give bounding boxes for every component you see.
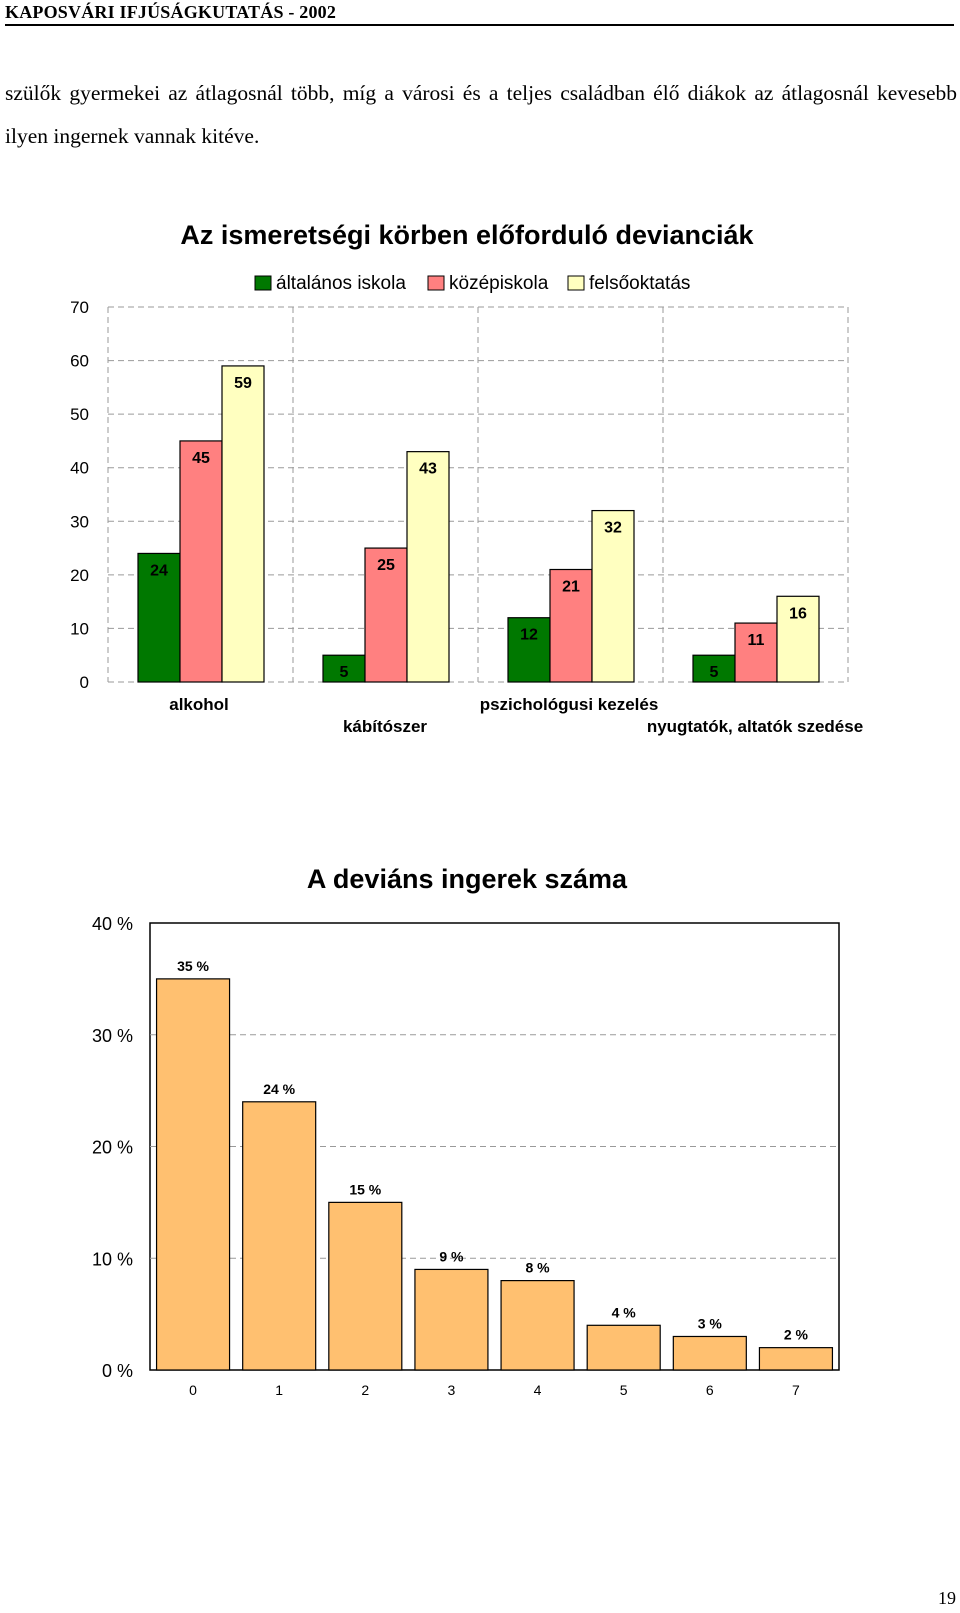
data-label: 2 % — [784, 1327, 809, 1343]
bar-group — [137, 365, 820, 683]
data-label: 11 — [748, 632, 765, 649]
x-tick-label: 3 — [448, 1382, 456, 1398]
bar — [406, 451, 450, 683]
y-axis: 0 % 10 % 20 % 30 % 40 % — [92, 914, 133, 1381]
data-label: 32 — [604, 520, 622, 537]
y-tick-label: 30 — [70, 512, 89, 531]
stimulus-count-chart: A deviáns ingerek száma 0 % 10 % 20 % 30 % 4… — [92, 864, 840, 1398]
bar — [500, 1280, 575, 1371]
bar — [221, 365, 265, 683]
data-label: 43 — [419, 461, 437, 478]
running-header: KAPOSVÁRI IFJÚSÁGKUTATÁS - 2002 — [5, 2, 337, 22]
x-tick-label: kábítószer — [343, 717, 427, 736]
data-label: 45 — [192, 450, 210, 467]
bar — [179, 440, 223, 683]
chart-title: A deviáns ingerek száma — [307, 864, 628, 894]
data-labels: 35 % 24 % 15 % 9 % 8 % 4 % 3 % 2 % — [177, 958, 808, 1343]
data-label: 24 % — [263, 1081, 295, 1097]
bar — [507, 617, 551, 683]
body-paragraph: szülők gyermekei az átlagosnál több, míg… — [5, 81, 957, 148]
data-label: 9 % — [439, 1248, 464, 1264]
x-tick-label: 5 — [620, 1382, 628, 1398]
bar — [155, 978, 231, 1371]
x-tick-label: nyugtatók, altatók szedése — [647, 717, 863, 736]
bar — [758, 1347, 834, 1371]
bar — [414, 1268, 489, 1371]
x-tick-label: 7 — [792, 1382, 800, 1398]
data-label: 59 — [234, 375, 252, 392]
data-label: 12 — [520, 627, 538, 644]
x-tick-label: 4 — [534, 1382, 542, 1398]
legend-label: általános iskola — [276, 273, 406, 294]
bar — [328, 1201, 403, 1371]
legend-label: felsőoktatás — [589, 273, 690, 294]
legend-label: középiskola — [449, 273, 549, 294]
bar — [549, 568, 593, 683]
y-tick-label: 50 — [70, 405, 89, 424]
x-tick-label: 6 — [706, 1382, 714, 1398]
y-tick-label: 20 % — [92, 1138, 133, 1158]
y-tick-label: 40 — [70, 459, 89, 478]
x-tick-label: pszichológusi kezelés — [480, 695, 659, 714]
bar — [734, 622, 778, 683]
bar — [692, 654, 736, 683]
x-axis: alkohol kábítószer pszichológusi kezelés ny… — [169, 695, 863, 736]
deviance-chart: Az ismeretségi körben előforduló devianc… — [70, 220, 863, 736]
legend-swatch — [427, 275, 445, 291]
data-label: 3 % — [698, 1315, 723, 1331]
bar — [364, 547, 408, 683]
bar — [776, 595, 820, 683]
chart-title: Az ismeretségi körben előforduló devianc… — [180, 220, 754, 250]
data-label: 35 % — [177, 958, 209, 974]
chart-legend: általános iskola középiskola felsőoktatás — [254, 273, 690, 294]
data-label: 5 — [710, 664, 719, 681]
data-label: 4 % — [612, 1304, 637, 1320]
y-tick-label: 30 % — [92, 1026, 133, 1046]
y-tick-label: 0 % — [102, 1361, 133, 1381]
y-tick-label: 70 — [70, 298, 89, 317]
y-tick-label: 0 — [80, 673, 89, 692]
header-rule — [5, 24, 954, 26]
data-labels: 24 45 59 5 25 43 12 21 32 5 11 16 — [150, 375, 807, 681]
bar — [591, 509, 635, 683]
bar — [672, 1335, 747, 1371]
y-axis: 0 10 20 30 40 50 60 70 — [70, 298, 89, 692]
y-tick-label: 10 — [70, 619, 89, 638]
data-label: 25 — [377, 557, 395, 574]
bar — [586, 1324, 661, 1371]
page-number: 19 — [938, 1588, 956, 1608]
y-tick-label: 60 — [70, 352, 89, 371]
y-tick-label: 20 — [70, 566, 89, 585]
bar-group — [155, 978, 834, 1371]
y-tick-label: 10 % — [92, 1249, 133, 1269]
legend-swatch — [567, 275, 585, 291]
bar — [137, 552, 181, 683]
data-label: 21 — [562, 579, 580, 596]
x-tick-label: 2 — [361, 1382, 369, 1398]
bar — [242, 1101, 317, 1371]
x-tick-label: 0 — [189, 1382, 197, 1398]
x-axis: 0 1 2 3 4 5 6 7 — [189, 1382, 800, 1398]
data-label: 16 — [789, 605, 807, 622]
x-tick-label: 1 — [275, 1382, 283, 1398]
data-label: 15 % — [349, 1181, 381, 1197]
legend-swatch — [254, 275, 272, 291]
x-tick-label: alkohol — [169, 695, 229, 714]
data-label: 5 — [340, 664, 349, 681]
data-label: 8 % — [526, 1260, 551, 1276]
data-label: 24 — [150, 562, 168, 579]
y-tick-label: 40 % — [92, 914, 133, 934]
